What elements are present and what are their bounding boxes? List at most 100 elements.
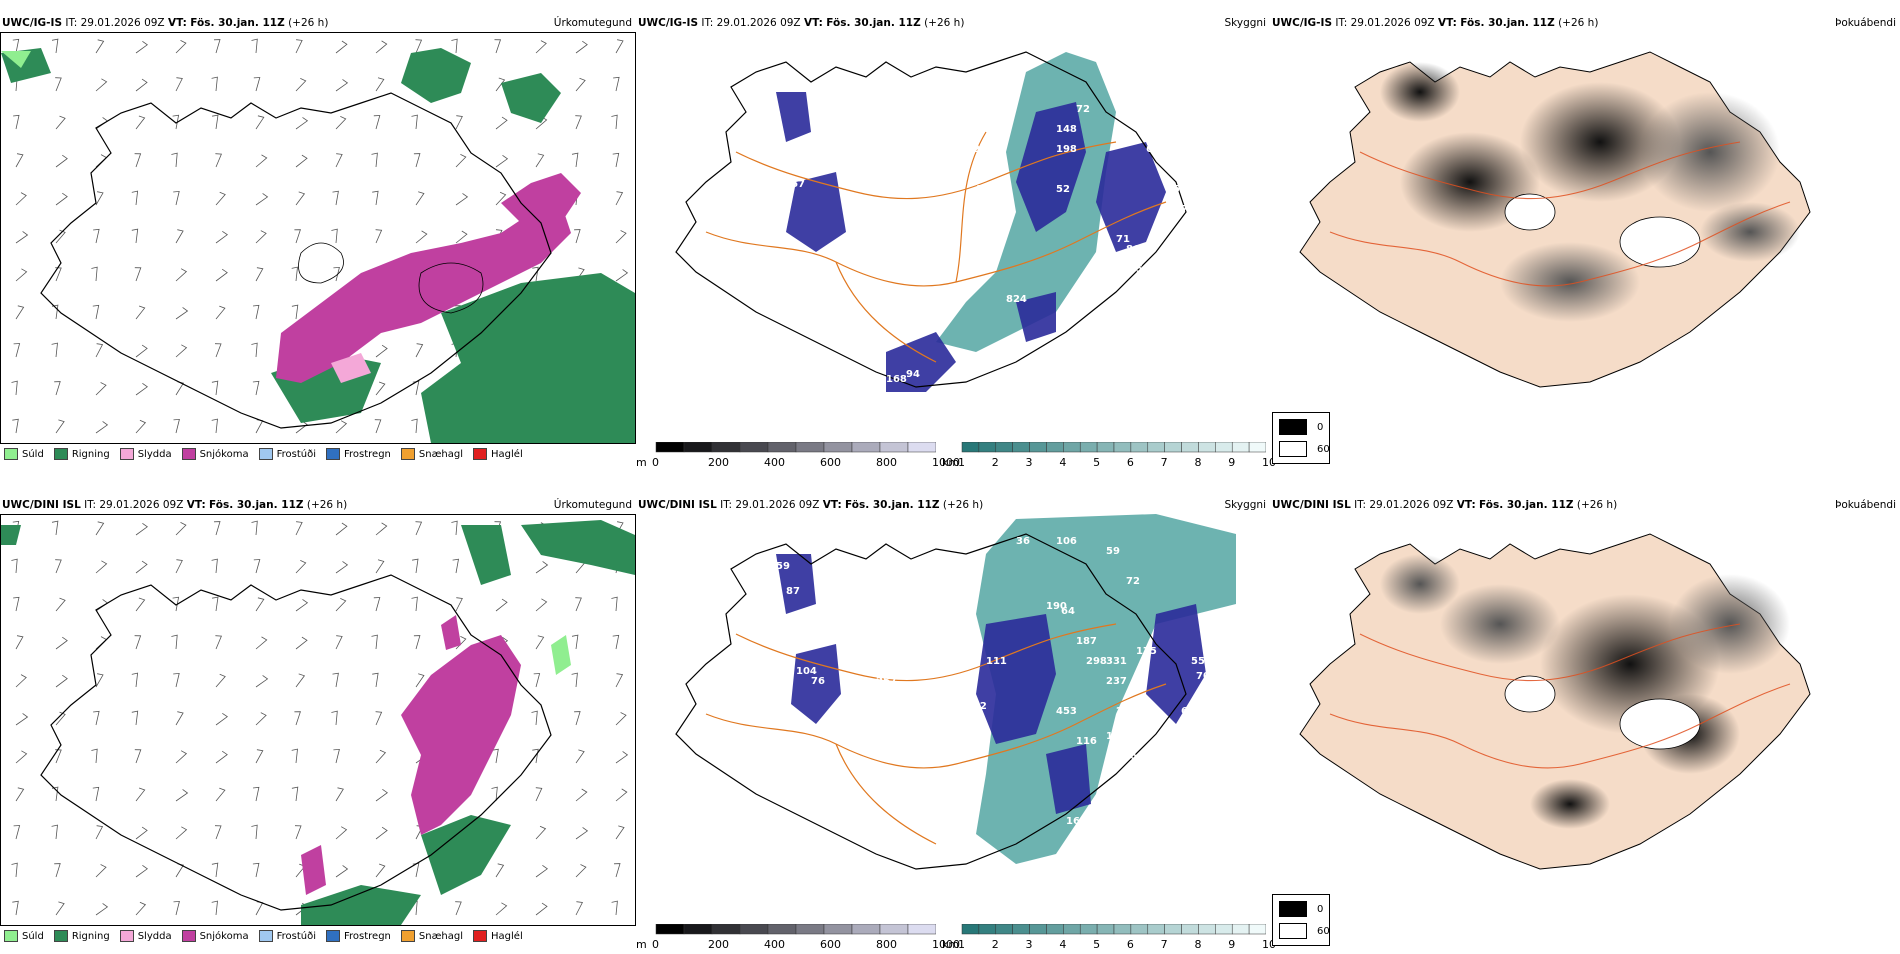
vis-value-label: 191	[876, 174, 897, 185]
model-name: UWC/IG-IS	[1272, 17, 1333, 29]
wind-barb	[171, 634, 178, 650]
valid-time: Fös. 30.jan. 11Z	[190, 17, 285, 29]
rain-area	[1, 525, 21, 545]
fog-map-svg	[1299, 533, 1811, 870]
wind-barb	[415, 343, 424, 358]
wind-barb	[615, 825, 625, 840]
wind-barb	[134, 153, 142, 168]
vis-value-label: 169	[1066, 816, 1087, 827]
road-network	[1329, 141, 1791, 287]
wind-barb	[295, 636, 308, 650]
wind-barb	[215, 153, 222, 168]
wind-barb	[291, 304, 299, 320]
wind-barb	[13, 114, 20, 130]
vis-scale-km: km 1 2 3 4 5 6 7 8 9 10	[942, 442, 1276, 472]
scale-segment	[1113, 924, 1132, 935]
vis-value-label: 77	[756, 134, 770, 145]
wind-barb	[95, 673, 104, 688]
wind-barb	[612, 152, 620, 168]
vt-prefix: VT:	[803, 17, 823, 29]
wind-barb	[175, 559, 183, 574]
vis-value-label: 106	[1106, 796, 1127, 807]
precip-legend-item: Snjókoma	[181, 930, 249, 942]
scale-tick-label: 9	[1228, 938, 1236, 951]
wind-barb	[15, 674, 27, 688]
precip-legend-label: Haglél	[491, 448, 523, 460]
vis-low-area	[1016, 102, 1086, 232]
precip-legend-swatch	[53, 930, 68, 942]
fog-area	[1670, 574, 1790, 674]
vis-value-label: 64	[1061, 606, 1075, 617]
wind-barb	[54, 863, 61, 878]
vis-value-label: 58	[1156, 776, 1170, 787]
wind-barb	[15, 787, 25, 802]
wind-barb	[295, 154, 308, 168]
precip-legend-swatch	[181, 448, 196, 460]
vis-value-label: 824	[1006, 294, 1027, 305]
wind-barb	[15, 268, 28, 282]
wind-barb	[135, 560, 148, 574]
wind-barb	[374, 419, 382, 434]
fog-area	[1500, 242, 1640, 322]
wind-barb	[332, 672, 339, 688]
wind-barb	[615, 230, 627, 244]
scale-tick-label: 3	[1025, 938, 1033, 951]
fog-map-svg	[1299, 51, 1811, 388]
vis-value-label: 175	[1136, 646, 1157, 657]
panel-title: Þokuábendi	[1835, 499, 1896, 511]
wind-barb	[294, 825, 302, 840]
iceland-outline	[40, 574, 552, 911]
wind-barb	[412, 862, 420, 878]
wind-barb	[575, 788, 588, 802]
scale-tick-label: 9	[1228, 456, 1236, 469]
wind-barb	[252, 786, 260, 802]
lead-time: (+26 h)	[1558, 17, 1599, 29]
wind-barb	[255, 115, 265, 130]
rain-area	[501, 73, 561, 123]
scale-segment	[1012, 442, 1030, 453]
precip-legend-label: Snjókoma	[199, 930, 249, 942]
vis-value-label: 37	[876, 184, 890, 195]
wind-barb	[11, 380, 18, 396]
wind-barb	[252, 862, 260, 878]
wind-barb	[253, 77, 261, 92]
vis-value-label: 86	[1126, 244, 1140, 255]
vis-value-label: 215	[906, 174, 927, 185]
wind-barb	[575, 864, 587, 878]
scale-tick-label: 2	[991, 938, 999, 951]
wind-barb	[175, 344, 188, 358]
wind-barb	[211, 76, 218, 92]
wind-barb	[55, 229, 66, 244]
vis-value-label: 289	[1116, 706, 1137, 717]
lead-time: (+26 h)	[288, 17, 329, 29]
wind-barb	[55, 674, 68, 688]
wind-barb	[55, 154, 68, 168]
wind-barb	[11, 862, 18, 878]
scale-segment	[851, 442, 881, 453]
fog-area	[1640, 92, 1780, 212]
wind-barb	[335, 79, 349, 92]
precip-legend-item: Haglél	[473, 930, 523, 942]
wind-barb	[255, 230, 267, 244]
init-time: 29.01.2026 09Z	[1350, 17, 1435, 29]
vis-value-label: 63	[1146, 144, 1160, 155]
vis-value-label: 59	[776, 561, 790, 572]
wind-barb	[212, 114, 219, 130]
wind-barb	[373, 597, 381, 612]
vis-value-label: 36	[1016, 536, 1030, 547]
it-prefix: IT:	[720, 499, 733, 511]
wind-barb	[13, 343, 21, 358]
wind-barb	[92, 304, 100, 320]
wind-barb	[252, 380, 260, 396]
scale-tick-label: 800	[876, 938, 897, 951]
precip-type-panel-top: UWC/IG-IS IT: 29.01.2026 09Z VT: Fös. 30…	[0, 12, 636, 464]
wind-barb	[92, 786, 100, 802]
road-network	[705, 131, 1167, 363]
sleet-area	[331, 353, 371, 383]
scale-segment	[823, 924, 853, 935]
wind-barb	[575, 40, 588, 54]
wind-barb	[375, 788, 388, 802]
wind-barb	[295, 599, 309, 612]
scale-tick-label: 2	[991, 456, 999, 469]
scale-tick-label: 400	[764, 456, 785, 469]
